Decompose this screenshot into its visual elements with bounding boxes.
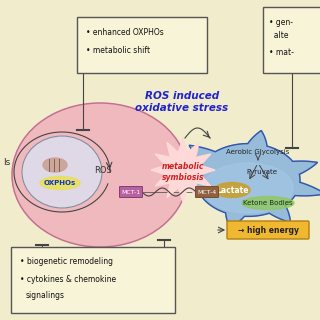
Text: signalings: signalings xyxy=(26,292,65,300)
FancyBboxPatch shape xyxy=(77,17,207,73)
Ellipse shape xyxy=(12,103,188,247)
Polygon shape xyxy=(151,138,215,202)
Text: MCT-4: MCT-4 xyxy=(197,189,217,195)
FancyBboxPatch shape xyxy=(196,187,219,197)
Text: Lactate: Lactate xyxy=(216,186,248,195)
Text: Ketone Bodies: Ketone Bodies xyxy=(243,200,293,206)
Ellipse shape xyxy=(22,136,102,208)
Text: • metabolic shift: • metabolic shift xyxy=(86,45,150,54)
FancyBboxPatch shape xyxy=(263,7,320,73)
Text: Pyruvate: Pyruvate xyxy=(246,169,277,175)
Ellipse shape xyxy=(203,163,293,213)
Text: • gen-: • gen- xyxy=(269,18,293,27)
Text: → high energy: → high energy xyxy=(237,226,299,235)
Ellipse shape xyxy=(242,196,294,210)
Text: MCT-1: MCT-1 xyxy=(121,189,140,195)
Text: alte: alte xyxy=(269,30,289,39)
Ellipse shape xyxy=(40,177,80,189)
Text: Aerobic Glycolysis: Aerobic Glycolysis xyxy=(226,149,290,155)
Ellipse shape xyxy=(214,182,250,197)
Text: OXPHOs: OXPHOs xyxy=(44,180,76,186)
Text: • enhanced OXPHOs: • enhanced OXPHOs xyxy=(86,28,164,36)
Text: • cytokines & chemokine: • cytokines & chemokine xyxy=(20,276,116,284)
Text: ROS induced
oxidative stress: ROS induced oxidative stress xyxy=(135,91,228,113)
Ellipse shape xyxy=(43,158,67,172)
FancyBboxPatch shape xyxy=(119,187,142,197)
Polygon shape xyxy=(176,131,320,228)
Text: • mat-: • mat- xyxy=(269,47,294,57)
Text: metabolic
symbiosis: metabolic symbiosis xyxy=(162,162,204,182)
Text: ls: ls xyxy=(3,157,10,166)
Text: ROS: ROS xyxy=(94,165,112,174)
Text: • biogenetic remodeling: • biogenetic remodeling xyxy=(20,258,113,267)
FancyBboxPatch shape xyxy=(11,247,175,313)
FancyBboxPatch shape xyxy=(227,221,309,239)
